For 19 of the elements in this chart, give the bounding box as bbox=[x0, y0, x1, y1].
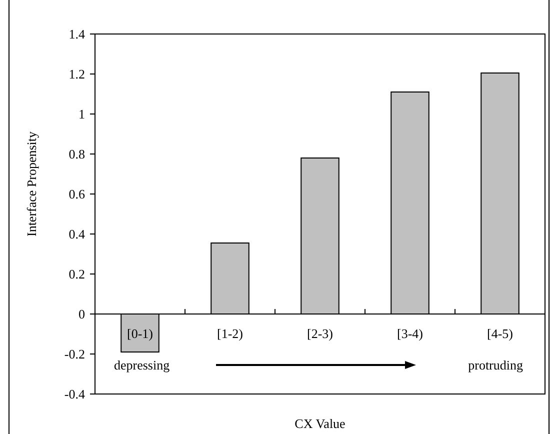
x-tick-label: [0-1) bbox=[127, 326, 153, 341]
y-tick-label: 0 bbox=[78, 306, 85, 322]
x-axis-title: CX Value bbox=[294, 416, 346, 431]
y-tick-label: 1.4 bbox=[68, 26, 86, 42]
y-axis-title: Interface Propensity bbox=[24, 130, 39, 237]
y-tick-label: 1 bbox=[78, 106, 85, 122]
y-tick-label: 1.2 bbox=[68, 66, 85, 82]
y-tick-label: 0.8 bbox=[68, 146, 85, 162]
x-tick-label: [4-5) bbox=[487, 326, 513, 341]
y-tick-label: 0.2 bbox=[68, 266, 85, 282]
x-tick-label: [3-4) bbox=[397, 326, 423, 341]
y-tick-label: 0.4 bbox=[68, 226, 86, 242]
y-tick-label: -0.2 bbox=[64, 346, 85, 362]
y-tick-label: 0.6 bbox=[68, 186, 86, 202]
x-tick-label: [1-2) bbox=[217, 326, 243, 341]
annotation: depressing bbox=[114, 358, 170, 373]
y-tick-label: -0.4 bbox=[64, 386, 86, 402]
x-tick-label: [2-3) bbox=[307, 326, 333, 341]
annotation: protruding bbox=[468, 358, 524, 373]
